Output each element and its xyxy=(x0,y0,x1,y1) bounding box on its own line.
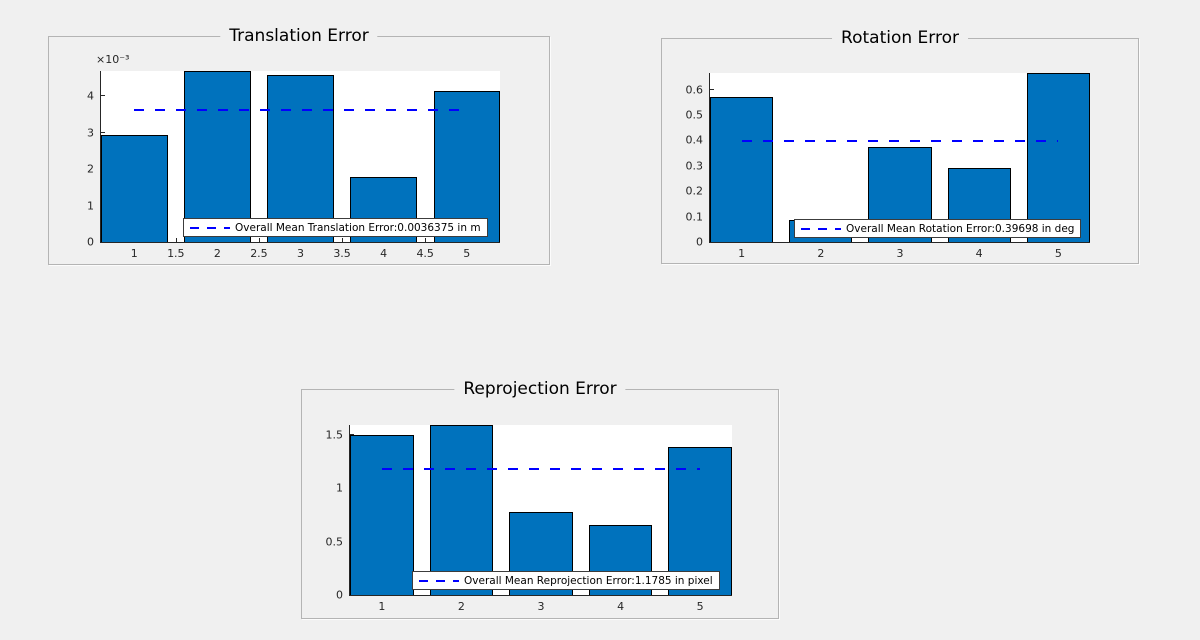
mean-dashed-line xyxy=(741,140,1059,143)
x-tick-label: 3 xyxy=(537,600,545,613)
y-tick-label: 0 xyxy=(696,235,703,249)
x-tick-label: 4 xyxy=(380,247,388,260)
x-tick-mark xyxy=(425,238,427,242)
bar xyxy=(433,91,500,242)
panel-translation-error: Translation Error ×10⁻³ Overall Mean Tra… xyxy=(48,26,550,265)
x-tick-label: 4 xyxy=(617,600,625,613)
legend-label: Overall Mean Reprojection Error:1.1785 i… xyxy=(464,574,713,587)
y-tick-label: 0.3 xyxy=(685,159,704,173)
x-tick-label: 4 xyxy=(975,247,983,260)
y-tick-label: 4 xyxy=(87,89,94,103)
legend-reprojection-error: Overall Mean Reprojection Error:1.1785 i… xyxy=(412,571,720,590)
x-tick-label: 2.5 xyxy=(250,247,268,260)
y-tick-label: 0.1 xyxy=(685,210,704,224)
x-tick-label: 2 xyxy=(817,247,825,260)
bar xyxy=(710,97,774,242)
axes-reprojection-error: Overall Mean Reprojection Error:1.1785 i… xyxy=(326,425,732,613)
legend-label: Overall Mean Translation Error:0.0036375… xyxy=(235,221,481,234)
y-tick-label: 0.5 xyxy=(325,535,344,548)
axes-rotation-error: Overall Mean Rotation Error:0.39698 in d… xyxy=(686,73,1090,260)
y-tick-label: 2 xyxy=(87,162,94,176)
y-tick-label: 0.5 xyxy=(685,108,704,122)
y-tick-label: 0.4 xyxy=(685,133,704,147)
mean-dashed-line xyxy=(134,108,467,111)
y-tick-label: 0 xyxy=(336,588,343,602)
panel-title-rotation-error: Rotation Error xyxy=(832,28,968,48)
x-tick-label: 1 xyxy=(378,600,386,613)
y-tick-mark xyxy=(350,433,354,435)
legend-dashed-line-sample xyxy=(801,227,841,230)
bar xyxy=(1026,73,1090,242)
x-tick-label: 5 xyxy=(1054,247,1062,260)
x-tick-label: 2 xyxy=(457,600,465,613)
y-tick-label: 1.5 xyxy=(325,428,344,442)
x-tick-label: 1 xyxy=(738,247,746,260)
x-tick-label: 1 xyxy=(130,247,138,260)
panel-title-reprojection-error: Reprojection Error xyxy=(454,379,626,399)
legend-label: Overall Mean Rotation Error:0.39698 in d… xyxy=(846,222,1075,235)
x-tick-label: 5 xyxy=(696,600,704,613)
x-tick-label: 3 xyxy=(896,247,904,260)
bar xyxy=(429,425,494,595)
x-tick-mark xyxy=(258,238,260,242)
y-tick-mark xyxy=(101,131,105,133)
y-tick-label: 0.2 xyxy=(685,184,704,198)
bar xyxy=(101,134,168,242)
x-tick-label: 2 xyxy=(213,247,221,260)
x-tick-label: 1.5 xyxy=(167,247,185,260)
y-tick-mark xyxy=(710,88,714,90)
y-tick-label: 1 xyxy=(336,481,343,495)
axes-translation-error: ×10⁻³ Overall Mean Translation Error:0.0… xyxy=(87,53,500,260)
y-axis-exponent-label: ×10⁻³ xyxy=(96,53,130,66)
mean-dashed-line xyxy=(381,467,701,470)
y-tick-label: 0 xyxy=(87,235,94,249)
legend-translation-error: Overall Mean Translation Error:0.0036375… xyxy=(183,218,488,237)
panel-reprojection-error: Reprojection Error Overall Mean Reprojec… xyxy=(301,379,779,619)
y-tick-mark xyxy=(101,95,105,97)
x-tick-label: 4.5 xyxy=(416,247,434,260)
bar xyxy=(350,434,414,595)
x-tick-label: 3.5 xyxy=(333,247,351,260)
x-tick-mark xyxy=(342,238,344,242)
bar xyxy=(267,74,334,242)
y-tick-label: 0.6 xyxy=(685,83,704,97)
legend-dashed-line-sample xyxy=(190,226,230,229)
x-tick-mark xyxy=(175,238,177,242)
x-tick-label: 3 xyxy=(297,247,304,260)
y-tick-label: 1 xyxy=(87,199,94,213)
bar xyxy=(668,447,732,595)
bar xyxy=(184,71,251,242)
legend-dashed-line-sample xyxy=(419,579,459,582)
x-tick-label: 5 xyxy=(463,247,471,260)
y-tick-label: 3 xyxy=(87,126,94,140)
panel-title-translation-error: Translation Error xyxy=(220,26,378,46)
legend-rotation-error: Overall Mean Rotation Error:0.39698 in d… xyxy=(794,219,1082,238)
panel-rotation-error: Rotation Error Overall Mean Rotation Err… xyxy=(661,28,1139,264)
